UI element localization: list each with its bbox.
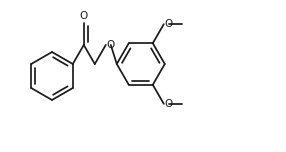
Text: O: O xyxy=(80,11,88,21)
Text: O: O xyxy=(165,19,173,29)
Text: O: O xyxy=(165,99,173,109)
Text: O: O xyxy=(107,40,115,50)
